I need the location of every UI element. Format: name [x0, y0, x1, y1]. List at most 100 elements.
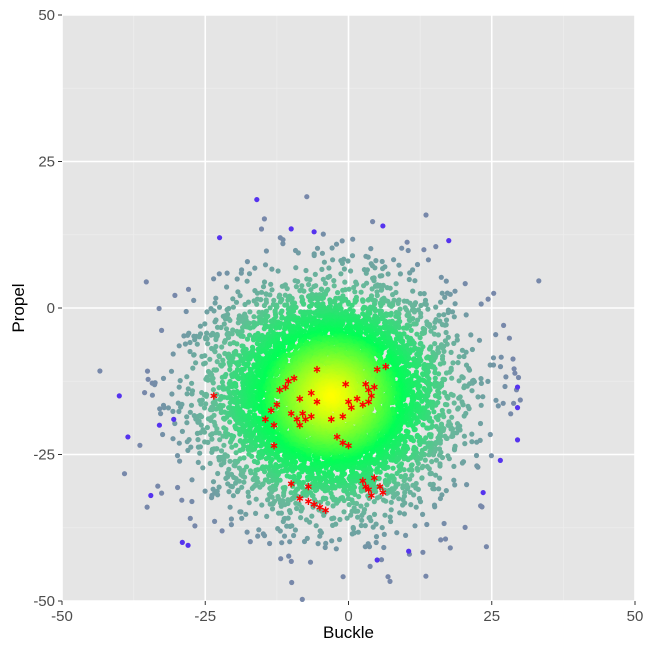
data-point [339, 298, 345, 304]
data-point [424, 521, 430, 528]
data-point [382, 477, 388, 484]
data-point [285, 297, 291, 303]
data-point [451, 400, 457, 406]
data-point [374, 292, 380, 299]
data-point [490, 355, 497, 361]
data-point [407, 489, 413, 495]
data-point [463, 362, 470, 368]
data-point [186, 330, 192, 336]
data-point [301, 301, 307, 307]
data-point [328, 490, 334, 496]
data-point [405, 247, 411, 254]
data-point [244, 278, 250, 284]
data-point [461, 353, 467, 360]
data-point [226, 466, 232, 472]
data-point [280, 498, 286, 504]
data-point [431, 409, 437, 415]
data-point [359, 517, 365, 523]
data-point [291, 532, 297, 539]
data-point [433, 414, 439, 420]
data-point [252, 265, 258, 271]
data-point [288, 490, 294, 496]
data-point [205, 341, 211, 347]
data-point [364, 502, 370, 508]
data-point [240, 333, 246, 339]
data-point [225, 474, 231, 480]
data-point [459, 347, 465, 353]
data-point [352, 289, 358, 295]
data-point [371, 511, 378, 517]
data-point [423, 212, 429, 218]
data-point [233, 383, 239, 389]
data-point [229, 331, 235, 337]
data-point [194, 341, 200, 347]
data-point [152, 380, 158, 386]
data-point [144, 368, 151, 374]
data-point [165, 405, 171, 411]
data-point [275, 493, 281, 500]
data-point [229, 484, 235, 490]
data-point [314, 245, 321, 251]
data-point [487, 431, 493, 438]
data-point [325, 274, 331, 280]
data-point [341, 509, 347, 515]
data-point [365, 297, 371, 303]
data-point [311, 310, 317, 316]
data-point [388, 499, 394, 505]
data-point [158, 411, 164, 417]
data-point [355, 465, 361, 471]
data-point [418, 314, 424, 320]
data-point [278, 457, 284, 463]
data-point [188, 402, 195, 408]
data-point [184, 414, 190, 420]
data-point [462, 524, 468, 531]
data-point [423, 435, 429, 441]
data-point [510, 356, 516, 362]
data-point [455, 360, 461, 366]
data-point [278, 510, 284, 516]
data-point [197, 323, 203, 329]
data-point [401, 331, 407, 337]
data-point [251, 314, 257, 320]
data-point [321, 470, 327, 476]
data-point [247, 409, 253, 415]
data-point [210, 486, 216, 492]
data-point [350, 236, 356, 242]
data-point [238, 509, 244, 515]
data-point [207, 460, 213, 466]
data-point [478, 380, 484, 386]
data-point [143, 279, 149, 285]
data-point [425, 306, 431, 312]
data-point [282, 326, 288, 332]
data-point [278, 310, 284, 316]
data-point [230, 493, 236, 499]
data-point [200, 465, 206, 471]
data-point [410, 451, 416, 458]
data-point [456, 395, 462, 401]
data-point [340, 574, 346, 580]
data-point [408, 502, 414, 508]
data-point [204, 424, 210, 431]
data-point [263, 318, 269, 324]
data-point [363, 270, 369, 276]
data-point [262, 262, 269, 268]
data-point [414, 465, 420, 471]
data-point [230, 296, 236, 302]
data-point [432, 341, 438, 347]
data-point [243, 464, 250, 470]
data-point [374, 466, 380, 472]
data-point [439, 492, 445, 498]
data-point [417, 335, 423, 341]
data-point [259, 502, 265, 508]
data-point [228, 471, 235, 477]
data-point [394, 530, 400, 536]
data-point [275, 526, 281, 532]
data-point [179, 428, 185, 434]
data-point [329, 538, 335, 544]
data-point [452, 288, 458, 294]
data-point [474, 463, 480, 469]
data-point [227, 367, 233, 373]
data-point [190, 365, 196, 371]
data-point [236, 465, 242, 471]
data-point [333, 521, 339, 527]
